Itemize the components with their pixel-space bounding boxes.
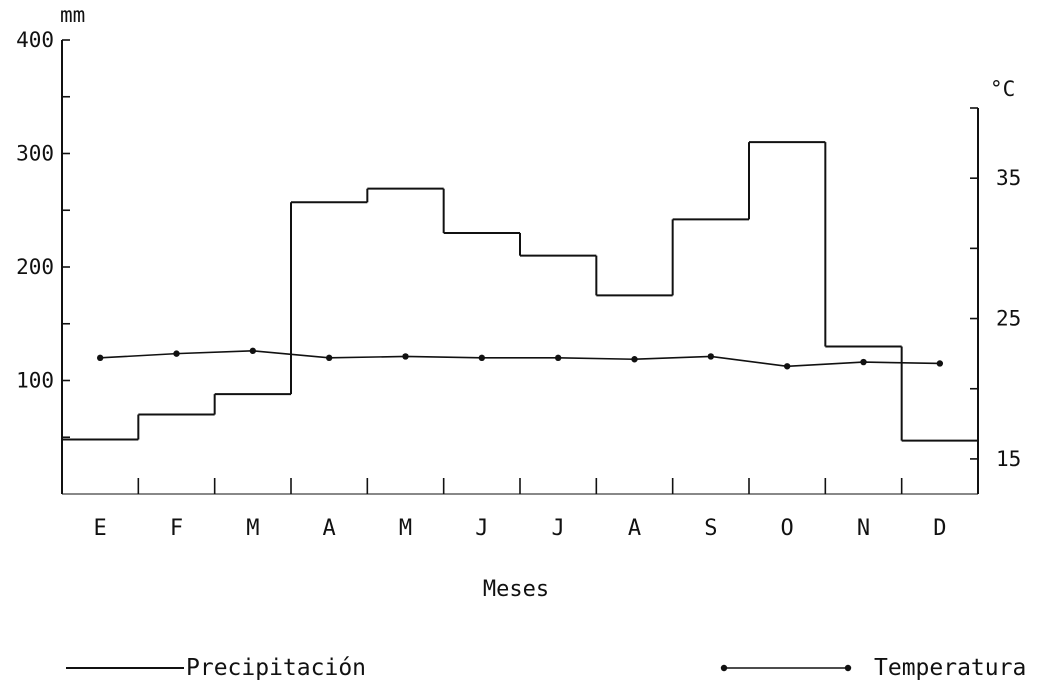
month-label: A	[628, 516, 641, 541]
precipitation-series	[62, 141, 979, 494]
right-y-tick-label: 35	[996, 166, 1021, 190]
temperature-point	[554, 354, 562, 362]
left-y-unit: mm	[60, 3, 85, 27]
temperature-point	[631, 356, 638, 363]
temperature-point	[707, 353, 715, 360]
temperature-point	[96, 354, 104, 362]
month-label: O	[781, 516, 794, 541]
temperature-point	[249, 347, 257, 355]
left-y-tick-label: 400	[16, 28, 54, 52]
temperature-point	[783, 363, 791, 370]
month-label: F	[170, 516, 183, 541]
right-y-ticks: 15 25 35	[970, 107, 1021, 471]
month-label: M	[399, 516, 412, 541]
left-y-tick-label: 100	[16, 369, 54, 393]
month-label: E	[94, 516, 107, 541]
left-y-tick-label: 200	[16, 255, 54, 279]
month-label: J	[475, 516, 488, 541]
month-label: S	[704, 516, 717, 541]
temperature-series	[96, 347, 944, 370]
temperature-point	[173, 350, 180, 357]
legend-temperature-marker-end	[844, 664, 852, 672]
right-y-unit: °C	[990, 77, 1015, 101]
month-label: A	[323, 516, 336, 541]
temperature-point	[325, 354, 333, 362]
x-axis-title: Meses	[483, 577, 549, 602]
temperature-point	[860, 358, 867, 366]
right-y-tick-label: 15	[996, 447, 1021, 471]
month-label: D	[933, 516, 946, 541]
month-label: N	[857, 516, 870, 541]
month-label: M	[246, 516, 259, 541]
left-y-ticks: 100 200 300 400	[16, 28, 70, 439]
left-y-tick-label: 300	[16, 142, 54, 166]
temperature-point	[478, 354, 486, 362]
temperature-point	[936, 360, 944, 367]
temperature-point	[402, 353, 409, 360]
legend-precipitation-label: Precipitación	[186, 655, 366, 681]
temperature-line	[100, 350, 940, 368]
legend-temperature-marker-start	[720, 664, 728, 672]
legend: Precipitación Temperatura	[66, 655, 1026, 681]
right-y-tick-label: 25	[996, 307, 1021, 331]
legend-temperature-label: Temperatura	[874, 655, 1026, 681]
month-label: J	[552, 516, 565, 541]
